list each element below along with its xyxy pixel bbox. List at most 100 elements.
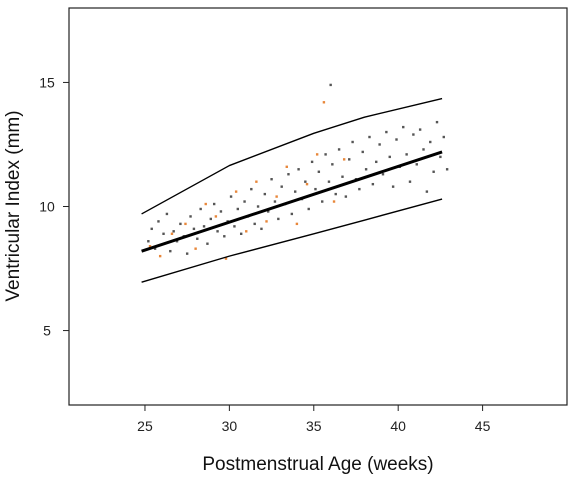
x-axis-label: Postmenstrual Age (weeks) — [202, 454, 433, 475]
x-tick-label: 35 — [306, 418, 322, 434]
data-point-gray — [263, 192, 267, 196]
data-point-gray — [368, 135, 371, 139]
data-point-gray — [206, 242, 209, 245]
x-tick-label: 40 — [390, 418, 406, 434]
data-point-gray — [361, 150, 364, 154]
data-point-gray — [344, 195, 348, 198]
data-point-gray — [422, 148, 425, 151]
data-point-gray — [418, 128, 422, 131]
data-point-gray — [233, 225, 236, 228]
data-point-gray — [216, 230, 219, 233]
data-point-gray — [334, 192, 337, 196]
line-upper — [141, 97, 443, 215]
data-point-gray — [331, 163, 334, 166]
data-point-gray — [395, 138, 398, 141]
data-point-gray — [385, 130, 388, 134]
data-point-gray — [277, 217, 280, 221]
data-point-gray — [388, 155, 391, 159]
data-point-orange — [148, 245, 152, 248]
reference-lines — [141, 97, 443, 283]
y-tick-label: 10 — [39, 199, 55, 215]
data-point-gray — [445, 168, 449, 171]
data-point-gray — [321, 200, 324, 203]
data-point-gray — [290, 212, 294, 216]
data-point-gray — [287, 173, 290, 176]
data-point-gray — [314, 187, 317, 191]
data-point-gray — [297, 168, 300, 171]
data-point-gray — [439, 155, 442, 159]
data-point-gray — [405, 153, 408, 156]
data-point-orange — [285, 165, 288, 168]
data-point-gray — [199, 207, 202, 211]
data-point-gray — [304, 180, 307, 183]
data-point-gray — [239, 232, 243, 235]
data-point-gray — [351, 140, 354, 144]
data-point-gray — [256, 205, 260, 208]
data-point-orange — [332, 200, 336, 203]
data-point-orange — [234, 190, 238, 193]
data-point-orange — [184, 222, 187, 226]
data-point-orange — [224, 257, 228, 260]
data-point-gray — [250, 187, 253, 191]
data-point-gray — [307, 207, 310, 211]
data-point-orange — [265, 220, 268, 223]
data-point-gray — [179, 222, 182, 226]
data-point-gray — [162, 232, 165, 235]
data-point-gray — [253, 222, 256, 226]
data-point-orange — [214, 215, 218, 218]
data-point-gray — [435, 120, 439, 124]
data-point-gray — [348, 158, 351, 161]
data-point-gray — [236, 207, 240, 211]
data-point-gray — [175, 240, 179, 243]
data-point-gray — [153, 247, 157, 250]
data-point-orange — [275, 195, 278, 198]
line-lower — [141, 198, 443, 283]
x-tick-label: 45 — [475, 418, 491, 434]
data-point-gray — [267, 210, 270, 213]
data-point-gray — [442, 135, 445, 139]
data-point-gray — [324, 153, 327, 156]
data-point-orange — [295, 222, 299, 226]
y-tick-label: 5 — [43, 323, 51, 339]
data-point-gray — [165, 212, 169, 216]
data-point-orange — [255, 180, 258, 183]
data-point-gray — [196, 237, 199, 240]
data-point-orange — [170, 232, 174, 235]
data-point-orange — [322, 101, 326, 104]
data-point-gray — [270, 178, 273, 181]
data-point-gray — [150, 227, 153, 231]
data-point-gray — [317, 170, 321, 173]
y-axis-label: Ventricular Index (mm) — [3, 110, 24, 301]
data-point-gray — [229, 195, 233, 198]
data-point-gray — [192, 227, 196, 231]
data-point-gray — [260, 227, 263, 231]
data-point-gray — [371, 182, 375, 186]
data-point-gray — [243, 200, 246, 203]
y-tick-label: 15 — [39, 74, 55, 90]
data-point-gray — [212, 202, 216, 206]
data-point-gray — [358, 187, 361, 191]
data-point-gray — [412, 133, 415, 136]
data-point-gray — [223, 235, 226, 238]
data-point-gray — [157, 220, 160, 223]
data-point-gray — [310, 160, 314, 164]
data-point-gray — [429, 140, 432, 144]
data-point-gray — [273, 200, 277, 203]
data-point-gray — [147, 240, 150, 243]
data-point-gray — [280, 185, 283, 188]
line-mean — [141, 150, 443, 253]
data-point-orange — [305, 182, 309, 186]
axis-ticks: 25 30 35 40 45 5 10 15 — [39, 74, 490, 434]
data-point-gray — [329, 83, 332, 87]
x-tick-label: 30 — [222, 418, 238, 434]
data-point-gray — [219, 210, 223, 213]
data-point-gray — [202, 225, 206, 228]
data-point-gray — [327, 180, 331, 183]
data-point-orange — [194, 247, 197, 250]
data-point-gray — [425, 190, 429, 193]
data-point-gray — [189, 215, 192, 218]
data-point-gray — [391, 185, 395, 188]
data-point-gray — [408, 180, 412, 183]
data-point-gray — [402, 125, 405, 129]
